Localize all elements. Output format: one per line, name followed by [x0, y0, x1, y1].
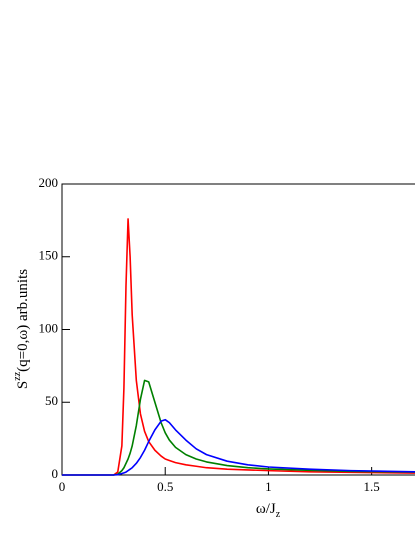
y-tick-label: 0: [52, 466, 59, 481]
y-label-sup: zz: [12, 371, 23, 380]
y-tick-label: 100: [39, 320, 59, 335]
x-tick-label: 1.5: [364, 479, 380, 494]
x-tick-label: 0: [59, 479, 66, 494]
series-line: [62, 218, 415, 476]
x-label-base: ω/J: [256, 501, 276, 517]
series-line: [62, 379, 415, 476]
y-axis-label: Szz(q=0,ω) arb.units: [12, 269, 31, 389]
y-label-base: S: [15, 381, 31, 389]
x-tick-label: 0.5: [157, 479, 173, 494]
x-label-sub: z: [276, 509, 281, 520]
y-tick-label: 200: [39, 175, 59, 190]
y-tick-label: 150: [39, 248, 59, 263]
y-tick-label: 50: [45, 393, 58, 408]
axes-frame: [61, 183, 415, 476]
x-axis-label: ω/Jz: [256, 501, 281, 520]
series-line: [62, 418, 415, 476]
y-label-rest: (q=0,ω) arb.units: [15, 269, 31, 372]
x-tick-label: 1: [265, 479, 272, 494]
